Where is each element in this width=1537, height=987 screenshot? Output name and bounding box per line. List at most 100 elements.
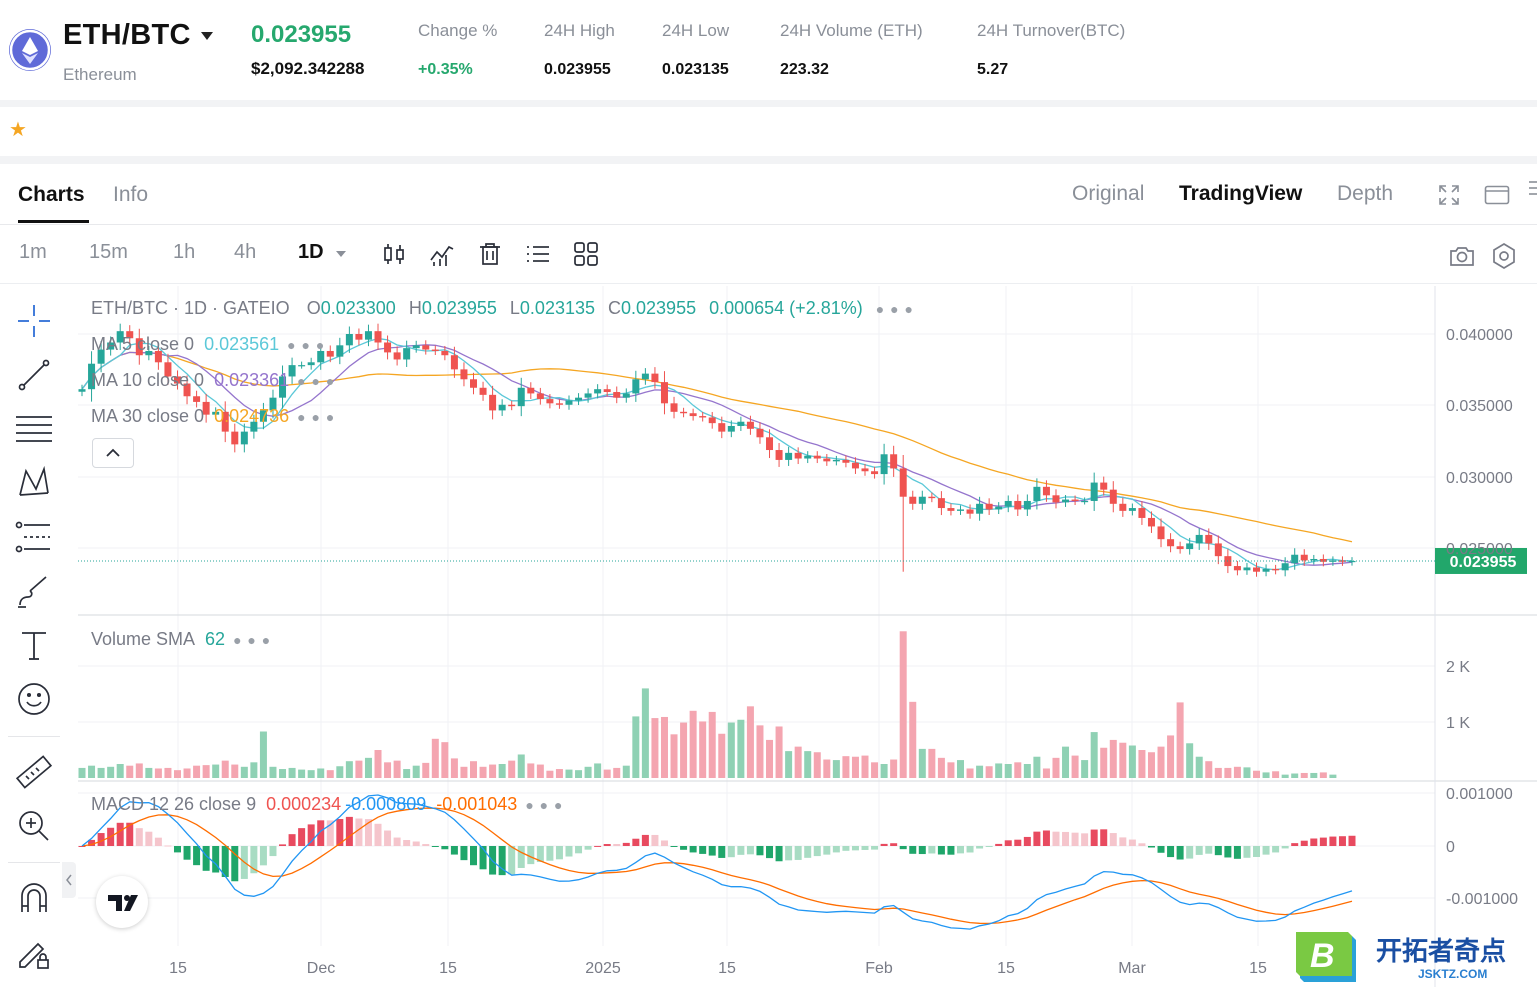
candle [1272, 568, 1280, 571]
tradingview-logo[interactable] [96, 876, 148, 928]
timeframe-1d[interactable]: 1D [298, 241, 324, 263]
timeframe-1m[interactable]: 1m [19, 241, 47, 263]
layout-grid-icon[interactable] [572, 240, 600, 268]
zoom-in-icon[interactable] [14, 806, 54, 846]
text-icon[interactable] [14, 625, 54, 665]
pattern-icon[interactable] [14, 463, 54, 503]
lock-draw-icon[interactable] [14, 932, 54, 972]
volume-bar [813, 752, 821, 778]
more-icon[interactable]: ● ● ● [233, 632, 272, 648]
volume-bar [766, 739, 774, 778]
candle [1138, 508, 1146, 518]
screenshot-icon[interactable] [1448, 242, 1476, 270]
macd-histogram-bar [498, 846, 506, 876]
window-mode-icon[interactable] [1484, 185, 1510, 205]
ruler-icon[interactable] [14, 752, 54, 792]
candle [546, 399, 554, 404]
view-depth[interactable]: Depth [1337, 182, 1394, 205]
candle [985, 503, 993, 510]
candle [508, 404, 516, 407]
favorites-row [0, 107, 1537, 156]
candle [126, 331, 134, 339]
macd-histogram-bar [212, 846, 220, 873]
candle [107, 342, 115, 350]
candle [804, 455, 812, 459]
timeframe-1h[interactable]: 1h [173, 241, 196, 263]
candle [1319, 558, 1327, 562]
collapse-legend-button[interactable] [92, 438, 134, 468]
legend-ma30-value: 0.024736 [214, 406, 290, 426]
brush-icon[interactable] [14, 571, 54, 611]
macd-histogram-bar [1014, 839, 1022, 846]
tab-info[interactable]: Info [113, 183, 149, 206]
volume-bar [517, 754, 525, 778]
macd-histogram-bar [594, 845, 602, 847]
star-icon[interactable]: ★ [9, 119, 27, 141]
candle [384, 342, 392, 353]
chevron-down-icon[interactable] [335, 250, 347, 258]
tradingview-chart[interactable]: 0.023955 0.040000 0.035000 0.030000 0.025000… [66, 286, 1537, 987]
crosshair-icon[interactable] [14, 301, 54, 341]
candle [956, 509, 964, 511]
legend-low: 0.023135 [519, 298, 595, 318]
projection-icon[interactable] [14, 517, 54, 557]
volume-bar [374, 750, 382, 778]
macd-histogram-bar [412, 841, 420, 846]
candle-type-icon[interactable] [380, 240, 408, 268]
candle [1042, 486, 1050, 496]
volume-bar [508, 760, 516, 778]
candle [1262, 568, 1270, 572]
menu-icon[interactable] [1528, 180, 1537, 196]
macd-histogram-bar [956, 846, 964, 854]
candle [775, 450, 783, 460]
more-icon[interactable]: ● ● ● [525, 797, 564, 813]
candle [1195, 534, 1203, 544]
volume-bar [727, 722, 735, 778]
legend-macd-label: MACD 12 26 close 9 [91, 794, 257, 814]
pair-dropdown-chevron-icon[interactable] [201, 32, 213, 40]
volume-bar [1090, 732, 1098, 778]
pair-symbol[interactable]: ETH/BTC [63, 19, 191, 51]
macd-histogram-bar [794, 846, 802, 860]
macd-histogram-bar [1233, 846, 1241, 859]
fib-icon[interactable] [14, 409, 54, 449]
view-original[interactable]: Original [1072, 182, 1145, 205]
volume-bar [1014, 762, 1022, 778]
indicator-icon[interactable] [428, 240, 456, 268]
coin-name: Ethereum [63, 65, 137, 84]
candle [708, 417, 716, 424]
trendline-icon[interactable] [14, 355, 54, 395]
macd-histogram-bar [575, 846, 583, 854]
volume-bar [603, 769, 611, 778]
tab-charts[interactable]: Charts [18, 183, 85, 206]
watermark-name: 开拓者奇点 [1376, 936, 1506, 967]
more-icon[interactable]: ● ● ● [875, 301, 914, 317]
volume-bar [1291, 773, 1299, 778]
candle [575, 397, 583, 401]
sidebar-collapse-handle[interactable] [62, 862, 76, 898]
candle [1119, 503, 1127, 511]
more-icon[interactable]: ● ● ● [297, 373, 336, 389]
macd-histogram-bar [1310, 838, 1318, 846]
emoji-icon[interactable] [14, 679, 54, 719]
list-icon[interactable] [524, 240, 552, 268]
candle [1291, 554, 1299, 564]
drawing-toolbar [0, 286, 66, 987]
price-axis-label: 0.040000 [1446, 327, 1513, 344]
macd-histogram-bar [708, 846, 716, 856]
more-icon[interactable]: ● ● ● [297, 409, 336, 425]
legend-macd-value: 0.000234 [266, 794, 342, 814]
view-tradingview[interactable]: TradingView [1179, 182, 1303, 205]
magnet-icon[interactable] [14, 878, 54, 918]
timeframe-15m[interactable]: 15m [89, 241, 128, 263]
fullscreen-icon[interactable] [1437, 183, 1461, 207]
macd-histogram-bar [164, 845, 172, 847]
timeframe-4h[interactable]: 4h [234, 241, 257, 263]
candle [183, 383, 191, 397]
delete-icon[interactable] [476, 240, 504, 268]
volume-bar [1100, 747, 1108, 778]
more-icon[interactable]: ● ● ● [287, 337, 326, 353]
volume-bar [880, 764, 888, 778]
settings-icon[interactable] [1490, 242, 1518, 270]
candle [212, 411, 220, 415]
